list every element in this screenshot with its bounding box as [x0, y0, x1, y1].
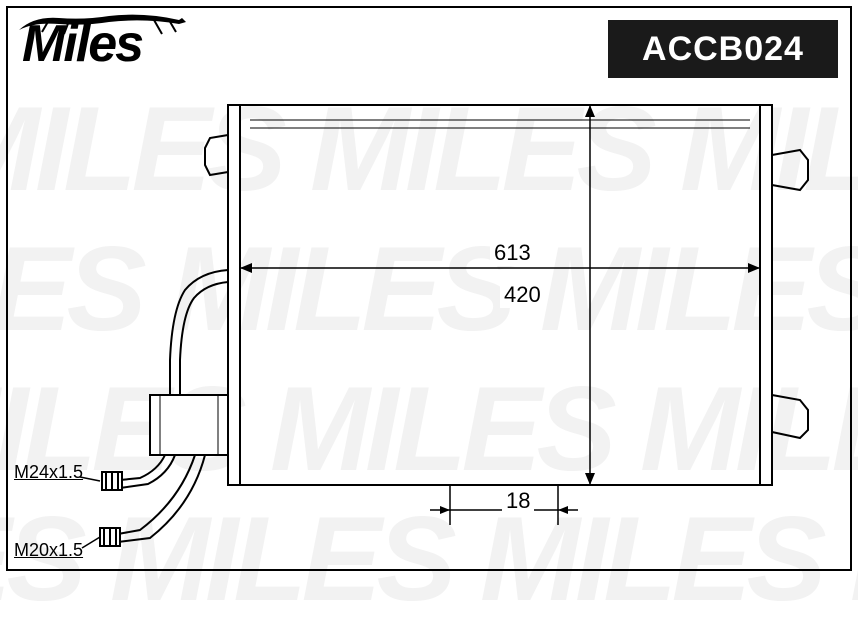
connection-bottom-label: M20x1.5: [14, 540, 83, 561]
brand-logo: Miles: [22, 14, 142, 74]
dim-depth-label: 18: [502, 488, 534, 514]
dim-width-label: 613: [490, 240, 535, 266]
connection-top-label: M24x1.5: [14, 462, 83, 483]
partcode-badge: ACCB024: [608, 20, 838, 78]
dim-height-label: 420: [500, 282, 545, 308]
greyhound-icon: [14, 8, 214, 38]
technical-diagram: [0, 0, 858, 577]
partcode-text: ACCB024: [642, 30, 804, 69]
